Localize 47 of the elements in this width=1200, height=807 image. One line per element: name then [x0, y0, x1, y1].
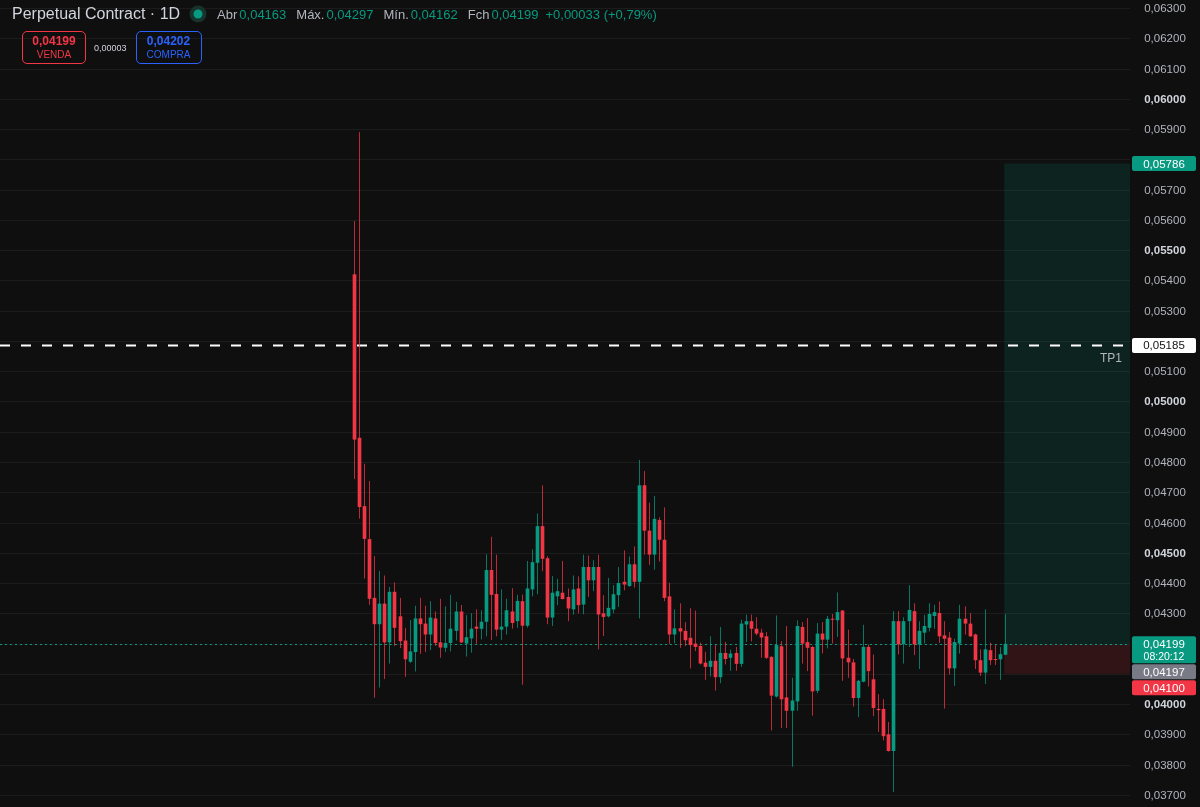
annotation: 0,04199 [491, 6, 539, 22]
price-tag: 0,04197 [1132, 664, 1196, 680]
band-label: 0,04100 [1143, 681, 1185, 694]
y-tick-label: 0,05000 [1144, 395, 1186, 408]
y-tick-label: 0,04500 [1144, 546, 1186, 559]
y-tick-label: 0,04300 [1144, 607, 1186, 620]
annotation: Mín. [383, 6, 409, 22]
annotation: Abr [217, 6, 238, 22]
y-tick-label: 0,04900 [1144, 425, 1186, 438]
annotation: +0,00033 (+0,79%) [545, 6, 657, 22]
annotation: VENDA [36, 48, 72, 61]
y-tick-label: 0,06100 [1144, 62, 1186, 75]
y-tick-label: 0,05600 [1144, 213, 1186, 226]
annotation: 0,04297 [326, 6, 374, 22]
annotation: 0,00003 [94, 42, 127, 53]
y-tick-label: 0,05300 [1144, 304, 1186, 317]
y-tick-label: 0,03700 [1144, 788, 1186, 801]
ref-line-label: TP1 [1099, 350, 1123, 365]
y-tick-label: 0,05900 [1144, 123, 1186, 136]
annotation: 0,04199 [32, 34, 76, 48]
annotation: COMPRA [146, 48, 191, 61]
y-tick-label: 0,06300 [1144, 2, 1186, 14]
chart-title: Perpetual Contract · 1D [12, 5, 181, 23]
band-label: 0,05786 [1143, 157, 1185, 170]
y-tick-label: 0,04800 [1144, 455, 1186, 468]
y-tick-label: 0,06000 [1144, 92, 1186, 105]
y-tick-label: 0,05100 [1144, 365, 1186, 378]
annotation: Máx. [296, 6, 325, 22]
y-tick-label: 0,05700 [1144, 183, 1186, 196]
annotation: 0,04202 [146, 34, 191, 48]
y-tick-label: 0,03800 [1144, 758, 1186, 771]
annotation: Fch [467, 6, 490, 22]
price-tag: 0,05786 [1132, 156, 1196, 172]
annotation: 0,04162 [410, 6, 458, 22]
y-tick-label: 0,04400 [1144, 577, 1186, 590]
y-tick-label: 0,06200 [1144, 32, 1186, 45]
sell-button: 0,04199 VENDA [22, 31, 86, 64]
price-tag: 0,04199 08:20:12 [1132, 636, 1196, 664]
price-tag: 0,04100 [1132, 680, 1196, 696]
y-tick-label: 0,04700 [1144, 486, 1186, 499]
y-tick-label: 0,04000 [1144, 698, 1186, 711]
buy-button: 0,04202 COMPRA [135, 31, 202, 64]
annotation: 0,04163 [239, 6, 287, 22]
y-tick-label: 0,05400 [1144, 274, 1186, 287]
y-tick-label: 0,03900 [1144, 728, 1186, 741]
y-tick-label: 0,04600 [1144, 516, 1186, 529]
y-tick-label: 0,05500 [1144, 244, 1186, 257]
